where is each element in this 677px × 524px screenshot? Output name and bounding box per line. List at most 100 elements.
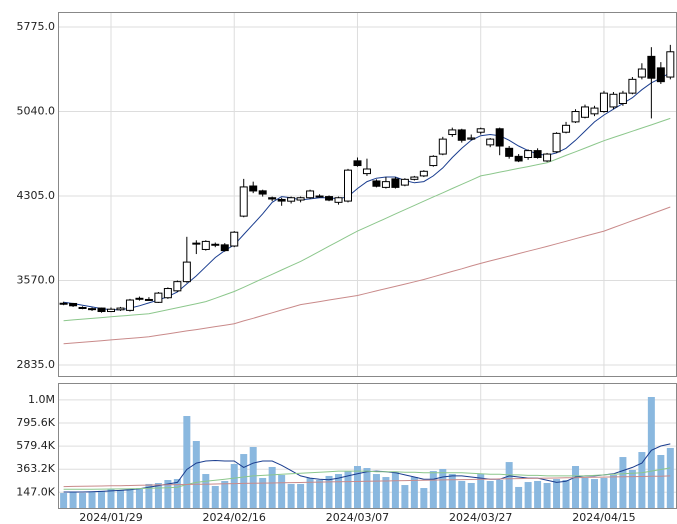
y-tick-label: 795.6K xyxy=(16,416,55,429)
volume-bar xyxy=(477,474,485,508)
volume-bar xyxy=(268,466,276,508)
volume-bar xyxy=(98,490,106,508)
candle-body xyxy=(438,138,447,155)
candle-body xyxy=(173,281,182,292)
volume-bar xyxy=(353,466,361,508)
x-tick-label: 2024/01/29 xyxy=(79,511,142,524)
candle-body xyxy=(571,111,580,123)
candle-body xyxy=(448,129,457,136)
candle-body xyxy=(135,297,144,300)
candle-body xyxy=(524,150,533,159)
candle-body xyxy=(125,299,134,311)
candle-body xyxy=(59,302,68,305)
volume-bar xyxy=(60,493,68,508)
volume-bar xyxy=(647,396,655,508)
candle-body xyxy=(666,51,675,78)
x-tick-label: 2024/02/16 xyxy=(203,511,266,524)
candle-body xyxy=(315,195,324,198)
volume-bar xyxy=(534,480,542,508)
candle-body xyxy=(334,197,343,203)
volume-bar xyxy=(211,485,219,508)
candle-body xyxy=(381,181,390,188)
candle-body xyxy=(201,240,210,250)
candle-body xyxy=(476,128,485,133)
candle-body xyxy=(306,190,315,199)
volume-bar xyxy=(107,488,115,508)
volume-bar xyxy=(515,486,523,508)
y-tick-label: 3570.0 xyxy=(17,273,56,286)
volume-bar xyxy=(410,477,418,508)
candle-body xyxy=(372,180,381,187)
volume-bar xyxy=(666,447,674,508)
candle-body xyxy=(97,307,106,313)
candle-body xyxy=(599,92,608,113)
volume-bar xyxy=(496,480,504,508)
volume-bar xyxy=(363,468,371,508)
volume-bar xyxy=(572,466,580,508)
y-tick-label: 363.2K xyxy=(16,462,55,475)
x-tick-label: 2024/03/07 xyxy=(326,511,389,524)
price-frame xyxy=(58,12,677,377)
volume-bar xyxy=(297,483,305,508)
volume-bar xyxy=(316,480,324,508)
volume-bar xyxy=(581,477,589,508)
moving-average-line xyxy=(63,117,671,322)
volume-bar xyxy=(638,452,646,508)
candle-body xyxy=(637,68,646,78)
candle-body xyxy=(182,261,191,283)
candle-body xyxy=(457,129,466,141)
volume-bar xyxy=(429,471,437,508)
candle-body xyxy=(154,292,163,303)
candle-body xyxy=(391,178,400,188)
candle-body xyxy=(505,147,514,157)
candle-body xyxy=(552,132,561,153)
candle-body xyxy=(116,307,125,311)
volume-bar xyxy=(202,474,210,508)
x-tick-label: 2024/04/15 xyxy=(572,511,635,524)
candle-body xyxy=(344,169,352,202)
volume-bar xyxy=(657,455,665,508)
volume-bar xyxy=(391,471,399,508)
candle-body xyxy=(429,155,438,167)
volume-bar xyxy=(486,480,494,508)
volume-bar xyxy=(590,479,598,508)
candle-body xyxy=(211,243,220,246)
volume-bar xyxy=(183,416,191,508)
volume-bar xyxy=(278,474,286,508)
volume-bar xyxy=(240,454,248,508)
candle-body xyxy=(581,106,589,118)
candle-body xyxy=(287,197,296,202)
volume-bar xyxy=(259,477,267,508)
candle-body xyxy=(192,242,201,245)
candle-body xyxy=(107,308,115,313)
candle-body xyxy=(514,155,523,162)
volume-bar xyxy=(543,483,551,508)
candle-body xyxy=(410,176,419,180)
y-tick-label: 5040.0 xyxy=(17,105,56,118)
candle-body xyxy=(543,153,552,162)
moving-average-line xyxy=(63,206,671,345)
y-tick-label: 147.0K xyxy=(16,485,55,498)
volume-bar xyxy=(401,485,409,508)
moving-average-line xyxy=(63,467,671,490)
volume-bar xyxy=(154,483,162,508)
volume-bar xyxy=(344,471,352,508)
volume-bar xyxy=(600,477,608,508)
volume-bar xyxy=(524,482,532,508)
volume-bar xyxy=(79,493,87,508)
mark-layer xyxy=(59,44,675,493)
candle-body xyxy=(647,55,656,79)
volume-bar xyxy=(609,474,617,508)
volume-bar xyxy=(467,483,475,508)
moving-average-line xyxy=(63,475,671,488)
volume-bar xyxy=(249,446,257,508)
volume-bar xyxy=(164,480,172,508)
volume-bar xyxy=(562,480,570,508)
candle-body xyxy=(296,197,305,201)
volume-bar xyxy=(505,462,513,508)
volume-bar xyxy=(382,477,390,508)
candle-body xyxy=(239,186,248,217)
volume-bar xyxy=(287,483,295,508)
volume-bar xyxy=(619,457,627,508)
